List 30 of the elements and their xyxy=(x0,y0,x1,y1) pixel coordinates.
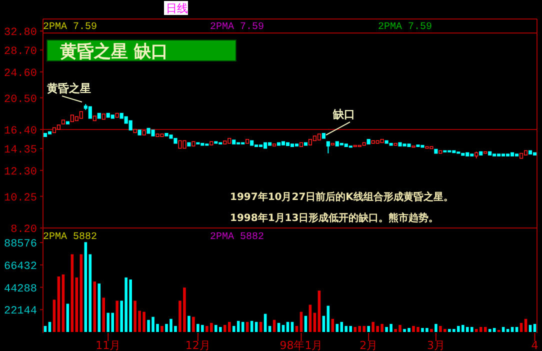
annotation: 2PMA 7.59 xyxy=(210,22,264,33)
annotation: 2PMA 7.59 xyxy=(378,22,432,33)
annotation: 1997年10月27日前后的K线组合形成黄昏之星。 xyxy=(230,191,454,203)
x-tick-label: 98年1月 xyxy=(280,339,323,351)
x-tick-label: 3月 xyxy=(426,339,445,351)
x-tick-label: 11月 xyxy=(96,339,121,351)
y-tick-label: 12.30 xyxy=(4,166,37,178)
y-tick-label: 14.35 xyxy=(4,144,37,156)
annotation: 2PMA 5882 xyxy=(43,232,98,243)
y-tick-label: 24.60 xyxy=(4,68,37,80)
x-tick-label: 12月 xyxy=(185,339,210,351)
y-tick-label: 28.70 xyxy=(4,46,37,58)
x-tick-label: 4 xyxy=(531,339,538,351)
y-tick-label: 22144 xyxy=(4,306,38,318)
annotation: 缺口 xyxy=(332,108,355,121)
y-tick-label: 20.50 xyxy=(4,94,37,106)
x-tick-label: 2月 xyxy=(360,339,378,351)
y-tick-label: 32.80 xyxy=(4,27,37,39)
text: 日线 xyxy=(166,2,188,15)
annotation: 2PMA 7.59 xyxy=(43,22,98,33)
y-tick-label: 44288 xyxy=(4,283,37,296)
y-tick-label: 8.20 xyxy=(10,224,37,236)
y-tick-label: 10.25 xyxy=(4,192,37,204)
y-tick-label: 16.40 xyxy=(4,126,37,138)
text: 黄昏之星 缺口 xyxy=(59,42,168,62)
y-tick-label: 88576 xyxy=(4,238,37,251)
annotation: 黄昏之星 xyxy=(46,82,91,95)
annotation: 1998年1月13日形成低开的缺口。熊市趋势。 xyxy=(230,212,439,224)
y-tick-label: 66432 xyxy=(4,260,37,273)
annotation: 2PMA 5882 xyxy=(210,232,264,243)
